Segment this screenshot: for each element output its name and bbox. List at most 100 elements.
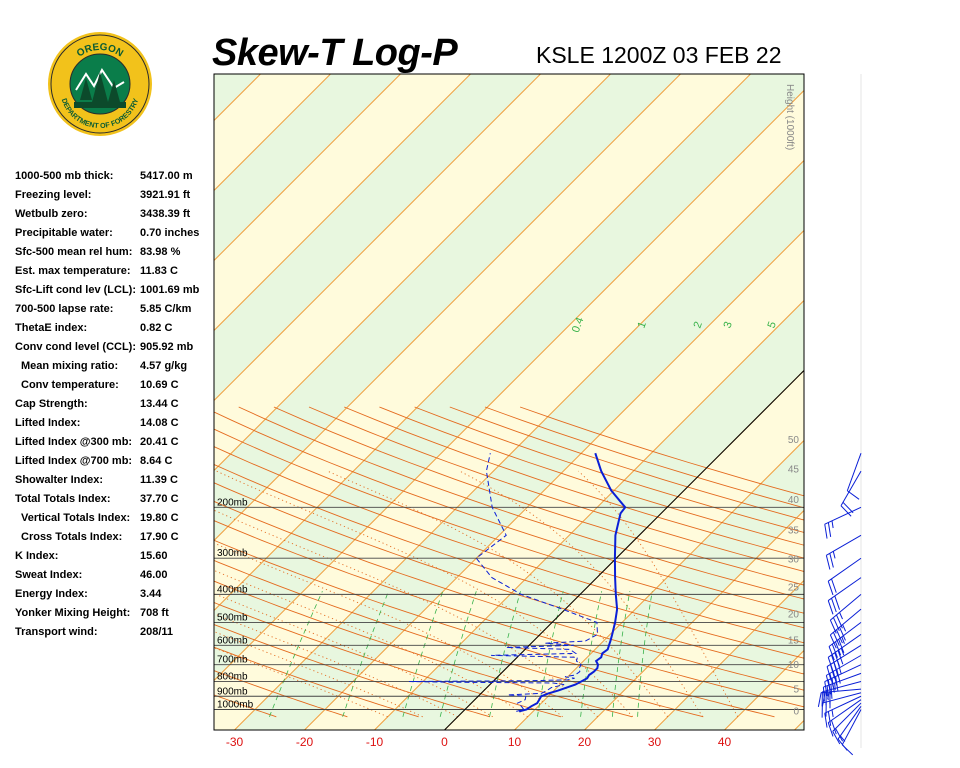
index-label: Vertical Totals Index:: [21, 512, 131, 524]
isotherm-line: [374, 299, 804, 730]
index-row: Conv temperature: 10.69 C: [14, 377, 210, 396]
index-row: Cross Totals Index: 17.90 C: [14, 529, 210, 548]
index-value: 8.64 C: [140, 455, 173, 467]
index-label: ThetaE index:: [15, 322, 88, 334]
index-value: 10.69 C: [140, 379, 179, 391]
index-value: 708 ft: [140, 607, 169, 619]
index-value: 4.57 g/kg: [140, 360, 188, 372]
index-label: Wetbulb zero:: [15, 208, 88, 220]
index-value: 0.70 inches: [140, 227, 200, 239]
index-row: Mean mixing ratio: 4.57 g/kg: [14, 358, 210, 377]
mixing-ratio-label: 0.4: [570, 316, 587, 334]
index-value: 11.39 C: [140, 474, 178, 486]
mixing-ratio-label: 5: [765, 320, 778, 330]
index-value: 5417.00 m: [140, 170, 193, 182]
sounding-traces: [408, 452, 627, 713]
index-row: ThetaE index: 0.82 C: [14, 320, 210, 339]
station-time-label: KSLE 1200Z 03 FEB 22: [536, 42, 782, 68]
dry-adiabat: [214, 463, 804, 659]
index-label: K Index:: [15, 550, 59, 562]
mixing-ratio-label: 2: [691, 320, 704, 330]
isotherm-line: [865, 74, 960, 730]
moist-adiabat: [214, 509, 598, 718]
wind-barb: [824, 506, 862, 539]
temperature-tick-label: 0: [441, 735, 448, 749]
zero-isotherm: [444, 369, 804, 730]
height-tick-label: 30: [788, 555, 800, 566]
isotherm-line: [214, 74, 541, 402]
moist-adiabat: [214, 631, 423, 718]
index-row: Wetbulb zero: 3438.39 ft: [14, 206, 210, 225]
wind-barb: [827, 633, 862, 672]
wind-barb: [832, 702, 862, 745]
pressure-label: 1000mb: [217, 700, 254, 711]
index-value: 208/11: [140, 626, 174, 638]
index-label: Cross Totals Index:: [21, 531, 123, 543]
height-axis-title: Height (1000ft): [784, 84, 795, 150]
temperature-band: [794, 720, 804, 730]
index-row: Yonker Mixing Height: 708 ft: [14, 605, 210, 624]
moist-adiabat: [214, 542, 563, 718]
oregon-forestry-logo: OREGON DEPARTMENT OF FORESTRY: [46, 30, 154, 138]
index-row: Transport wind: 208/11: [14, 624, 210, 643]
svg-text:OREGON: OREGON: [75, 42, 125, 60]
index-row: Energy Index: 3.44: [14, 586, 210, 605]
height-tick-label: 5: [793, 684, 799, 695]
wind-barb: [824, 695, 862, 728]
isotherm-line: [214, 74, 401, 262]
index-label: Energy Index:: [15, 588, 88, 600]
index-label: Sfc-500 mean rel hum:: [15, 246, 133, 258]
isotherm-line: [214, 89, 804, 682]
wind-barbs: [817, 452, 862, 756]
dry-adiabat: [214, 428, 804, 629]
index-row: K Index: 15.60: [14, 548, 210, 567]
height-tick-label: 10: [788, 660, 800, 671]
mixing-ratio-label: 3: [721, 320, 734, 330]
index-row: Vertical Totals Index: 19.80 C: [14, 510, 210, 529]
isotherm-line: [214, 74, 331, 192]
index-label: Yonker Mixing Height:: [15, 607, 131, 619]
moist-adiabat: [214, 569, 528, 718]
isotherm-line: [214, 74, 471, 332]
isotherm-line: [214, 74, 611, 472]
isotherm-line: [234, 159, 804, 730]
wind-barb: [828, 622, 862, 661]
isotherm-line: [304, 229, 804, 730]
temperature-tick-label: 10: [508, 735, 522, 749]
index-row: Lifted Index @700 mb: 8.64 C: [14, 453, 210, 472]
index-value: 3.44: [140, 588, 162, 600]
isotherm-line: [514, 439, 804, 730]
dry-adiabat: [214, 411, 804, 614]
index-value: 19.80 C: [140, 512, 179, 524]
wind-barb: [825, 654, 862, 690]
index-value: 1001.69 mb: [140, 284, 200, 296]
index-value: 37.70 C: [140, 493, 179, 505]
pressure-label: 700mb: [217, 655, 248, 666]
index-row: Sfc-500 mean rel hum: 83.98 %: [14, 244, 210, 263]
index-label: Conv temperature:: [21, 379, 119, 391]
index-row: Showalter Index: 11.39 C: [14, 472, 210, 491]
index-label: 1000-500 mb thick:: [15, 170, 114, 182]
index-label: Sweat Index:: [15, 569, 83, 581]
index-value: 3438.39 ft: [140, 208, 191, 220]
temperature-tick-label: 20: [578, 735, 592, 749]
chart-title: Skew-T Log-P: [212, 32, 458, 74]
index-value: 15.60: [140, 550, 168, 562]
index-value: 905.92 mb: [140, 341, 194, 353]
temperature-tick-label: -10: [366, 735, 384, 749]
dry-adiabat: [273, 406, 804, 586]
index-label: Showalter Index:: [15, 474, 104, 486]
plot-frame: [213, 73, 805, 731]
isotherm-line: [214, 74, 681, 542]
index-row: Precipitable water: 0.70 inches: [14, 225, 210, 244]
index-label: Total Totals Index:: [15, 493, 111, 505]
index-value: 11.83 C: [140, 265, 178, 277]
index-label: Mean mixing ratio:: [21, 360, 119, 372]
mixing-ratio-line: [439, 591, 477, 717]
moist-adiabat: [216, 470, 634, 718]
pressure-label: 600mb: [217, 635, 248, 646]
dry-adiabat: [308, 406, 804, 572]
height-tick-label: 40: [788, 495, 800, 506]
moist-adiabat: [578, 470, 739, 718]
